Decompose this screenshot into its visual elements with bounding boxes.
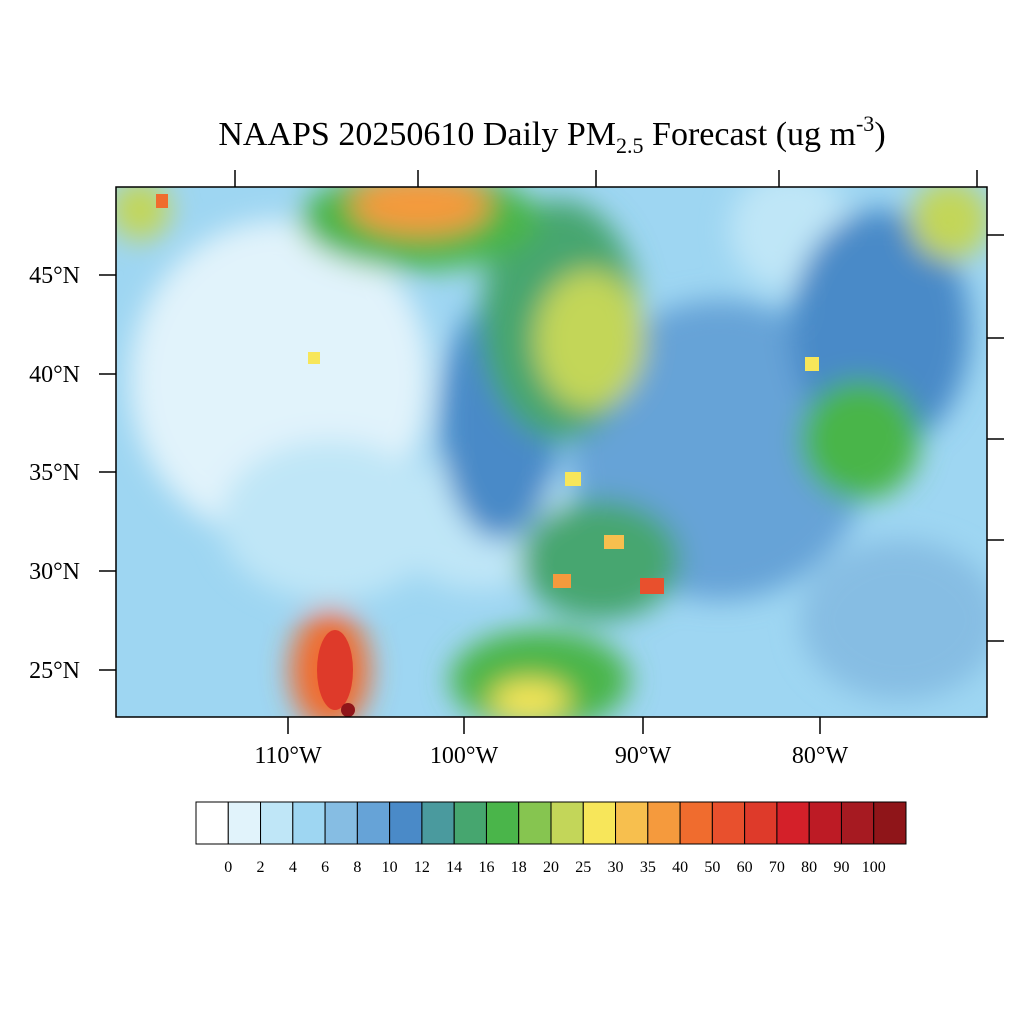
colorbar-box [615, 801, 649, 845]
colorbar-label: 14 [446, 859, 462, 876]
colorbar-box [776, 801, 810, 845]
colorbar-box [485, 801, 520, 845]
colorbar-label: 2 [257, 859, 265, 876]
title-sub: 2.5 [616, 133, 644, 158]
lon-label: 90°W [615, 743, 672, 769]
colorbar-label: 70 [769, 859, 785, 876]
colorbar-box [389, 801, 423, 845]
colorbar-label: 35 [640, 859, 656, 876]
colorbar-label: 18 [511, 859, 527, 876]
colorbar-box [711, 801, 746, 845]
frame-ticks [99, 170, 1004, 734]
lon-label: 80°W [792, 743, 849, 769]
colorbar-label: 80 [801, 859, 817, 876]
lat-label: 35°N [29, 460, 80, 486]
title-sup: -3 [856, 111, 874, 136]
colorbar-label: 100 [862, 859, 886, 876]
colorbar-box [421, 801, 455, 845]
colorbar-box [647, 801, 681, 845]
lon-label: 100°W [430, 743, 499, 769]
colorbar-label: 8 [353, 859, 361, 876]
colorbar-label: 4 [289, 859, 297, 876]
colorbar-box [453, 801, 487, 845]
colorbar-box [550, 801, 584, 845]
colorbar-box [356, 801, 391, 845]
colorbar-label: 12 [414, 859, 430, 876]
colorbar-label: 0 [224, 859, 232, 876]
colorbar-label: 90 [833, 859, 849, 876]
colorbar-box [679, 801, 713, 845]
colorbar-box [324, 801, 358, 845]
map-frame [115, 186, 988, 718]
lat-label: 30°N [29, 559, 80, 585]
colorbar-label: 16 [478, 859, 494, 876]
title-end: ) [874, 116, 885, 153]
colorbar-box [292, 801, 326, 845]
colorbar-label: 50 [704, 859, 720, 876]
colorbar-box [195, 801, 229, 845]
lat-label: 40°N [29, 362, 80, 388]
colorbar-box [808, 801, 842, 845]
title-mid: Forecast (ug m [644, 116, 856, 153]
colorbar-label: 25 [575, 859, 591, 876]
colorbar-box [582, 801, 617, 845]
colorbar-box [518, 801, 552, 845]
colorbar-box [873, 801, 907, 845]
colorbar-box [260, 801, 294, 845]
colorbar-box [840, 801, 875, 845]
lat-label: 45°N [29, 263, 80, 289]
colorbar-label: 20 [543, 859, 559, 876]
colorbar-label: 30 [608, 859, 624, 876]
lat-label: 25°N [29, 658, 80, 684]
title: NAAPS 20250610 Daily PM2.5 Forecast (ug … [218, 111, 885, 158]
colorbar-box [744, 801, 778, 845]
colorbar-label: 10 [382, 859, 398, 876]
map-field [116, 187, 987, 717]
lon-label: 110°W [254, 743, 322, 769]
colorbar-box [227, 801, 262, 845]
title-main: NAAPS 20250610 Daily PM [218, 116, 616, 153]
colorbar-label: 6 [321, 859, 329, 876]
colorbar-label: 40 [672, 859, 688, 876]
colorbar-label: 60 [737, 859, 753, 876]
